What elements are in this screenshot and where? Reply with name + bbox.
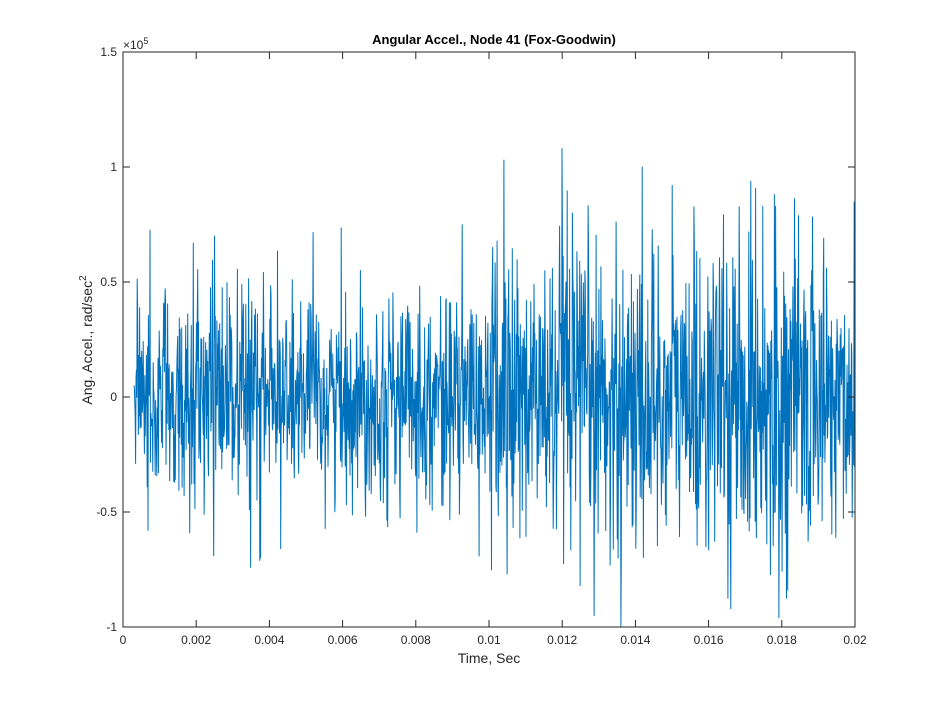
y-axis-label-superscript: 2	[78, 275, 89, 281]
x-tick-label-6: 0.012	[547, 633, 577, 647]
x-tick-label-10: 0.02	[843, 633, 867, 647]
y-axis-label-main: Ang. Accel., rad/sec	[79, 281, 95, 405]
y-tick-label-1: -0.5	[96, 505, 117, 519]
x-tick-label-7: 0.014	[620, 633, 650, 647]
x-tick-label-8: 0.016	[694, 633, 724, 647]
x-tick-label-4: 0.008	[401, 633, 431, 647]
y-tick-label-3: 0.5	[100, 275, 117, 289]
chart-title: Angular Accel., Node 41 (Fox-Goodwin)	[372, 32, 616, 47]
y-tick-label-2: 0	[110, 390, 117, 404]
x-tick-label-2: 0.004	[254, 633, 284, 647]
y-axis-exponent: ×105	[123, 36, 148, 52]
x-tick-label-1: 0.002	[181, 633, 211, 647]
y-axis-label: Ang. Accel., rad/sec2	[78, 275, 95, 405]
x-axis-label: Time, Sec	[458, 650, 521, 666]
y-tick-label-4: 1	[110, 160, 117, 174]
y-tick-label-0: -1	[106, 620, 117, 634]
x-tick-label-5: 0.01	[477, 633, 501, 647]
y-axis: -1 -0.5 0 0.5 1 1.5	[96, 45, 855, 634]
plot-area-background	[123, 52, 855, 627]
y-axis-exponent-base: ×10	[123, 38, 144, 52]
data-layer	[133, 148, 856, 628]
y-tick-label-5: 1.5	[100, 45, 117, 59]
y-axis-exponent-power: 5	[143, 36, 148, 46]
x-tick-label-3: 0.006	[328, 633, 358, 647]
series-line	[133, 148, 856, 628]
x-tick-label-0: 0	[120, 633, 127, 647]
x-tick-label-9: 0.018	[767, 633, 797, 647]
x-axis: 0 0.002 0.004 0.006 0.008 0.01 0.012 0.014 0.016…	[120, 52, 867, 647]
